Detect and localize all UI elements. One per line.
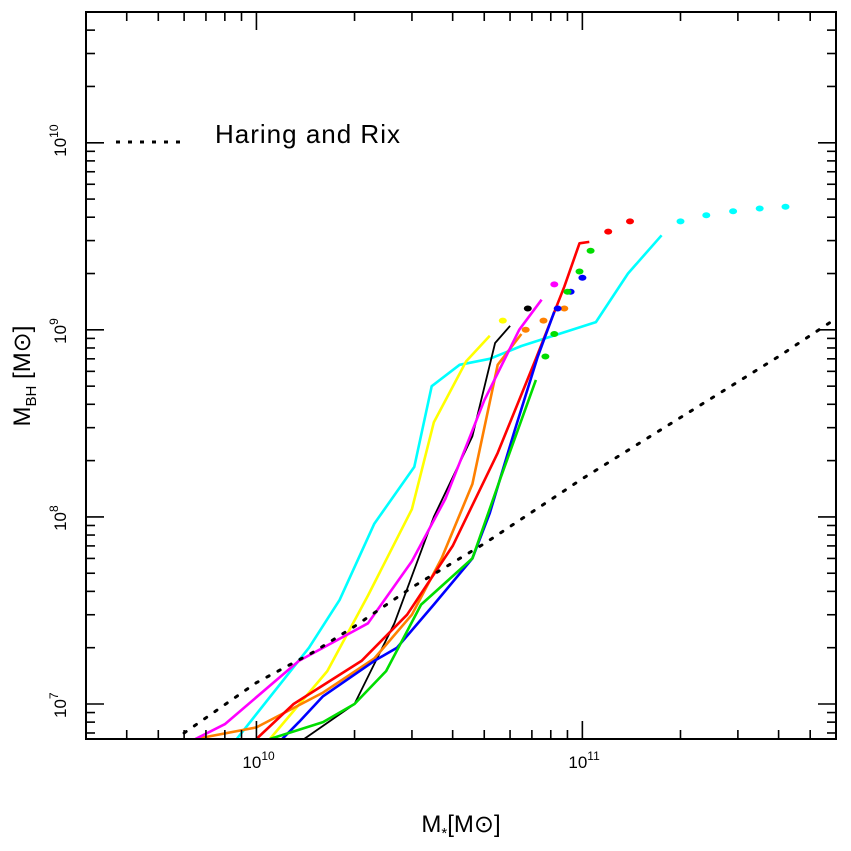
y-tick-label-exp: 9 <box>47 318 61 325</box>
y-tick-label: 1010 <box>47 124 70 157</box>
x-tick-label-base: 10 <box>242 753 261 772</box>
y-tick-label-group: 107 <box>47 692 70 718</box>
series-point-cyan <box>676 218 685 225</box>
series-line-magenta <box>194 298 543 739</box>
plot-frame <box>85 11 837 740</box>
y-tick-label-group: 1010 <box>47 124 70 157</box>
series-line-orange <box>195 333 523 739</box>
series-point-red <box>604 228 613 235</box>
y-tick-label-group: 109 <box>47 318 70 344</box>
y-axis-title-close: ] <box>9 326 36 333</box>
ticks-layer <box>85 11 837 739</box>
series-line-blue <box>281 311 556 739</box>
legend: Haring and Rix <box>116 119 401 149</box>
y-axis-title: MBH [M⊙] <box>9 326 40 427</box>
series-point-black <box>523 305 532 312</box>
y-axis-title-sub: BH <box>23 386 40 407</box>
y-tick-label: 108 <box>47 505 70 531</box>
y-tick-label: 107 <box>47 692 70 718</box>
series-point-cyan <box>781 203 790 210</box>
x-tick-label: 1011 <box>568 749 600 772</box>
x-axis-title-sub: * <box>441 825 447 842</box>
series-point-green <box>586 247 595 254</box>
y-tick-label-base: 10 <box>51 699 70 718</box>
reference-line-haring-rix <box>182 317 836 735</box>
series-point-red <box>626 218 634 225</box>
series-point-orange <box>539 317 548 324</box>
series-point-orange <box>560 305 569 312</box>
series-point-green <box>563 288 572 295</box>
series-point-cyan <box>755 205 764 212</box>
series-point-green <box>541 353 550 360</box>
series-point-orange <box>521 326 530 333</box>
series-point-cyan <box>702 212 711 219</box>
y-tick-label-exp: 10 <box>47 124 61 138</box>
series-line-red <box>255 240 590 739</box>
y-tick-label-group: 108 <box>47 505 70 531</box>
x-axis-title-sun: ⊙ <box>474 811 494 838</box>
series-layer <box>194 203 790 739</box>
series-line-green <box>269 379 538 739</box>
series-point-magenta <box>550 281 559 288</box>
legend-label-haring-rix: Haring and Rix <box>215 119 401 149</box>
series-point-blue <box>553 305 562 312</box>
series-point-cyan <box>729 208 738 215</box>
y-tick-label-base: 10 <box>51 325 70 344</box>
y-tick-label-exp: 7 <box>47 692 61 699</box>
y-axis-title-unit: [M <box>9 352 36 385</box>
x-axis-title-main: M <box>421 811 441 838</box>
x-tick-label-exp: 11 <box>587 749 600 763</box>
series-point-blue <box>578 274 587 281</box>
x-tick-label-exp: 10 <box>261 749 275 763</box>
y-axis-title-sun: ⊙ <box>9 332 36 352</box>
x-tick-label: 1010 <box>242 749 275 772</box>
series-line-yellow <box>268 334 491 739</box>
series-point-green <box>575 268 584 275</box>
series-point-green <box>550 331 559 337</box>
y-tick-label-base: 10 <box>51 512 70 531</box>
x-tick-label-base: 10 <box>568 753 587 772</box>
y-tick-label: 109 <box>47 318 70 344</box>
y-tick-label-exp: 8 <box>47 505 61 512</box>
x-axis-title: M*[M⊙] <box>421 811 500 842</box>
y-tick-label-base: 10 <box>51 138 70 157</box>
series-line-cyan <box>235 234 663 739</box>
reference-layer <box>182 317 836 735</box>
x-axis-title-unit: [M <box>447 811 474 838</box>
x-axis-title-close: ] <box>494 811 501 838</box>
y-axis-title-main: M <box>9 406 36 426</box>
series-point-yellow <box>498 317 507 324</box>
